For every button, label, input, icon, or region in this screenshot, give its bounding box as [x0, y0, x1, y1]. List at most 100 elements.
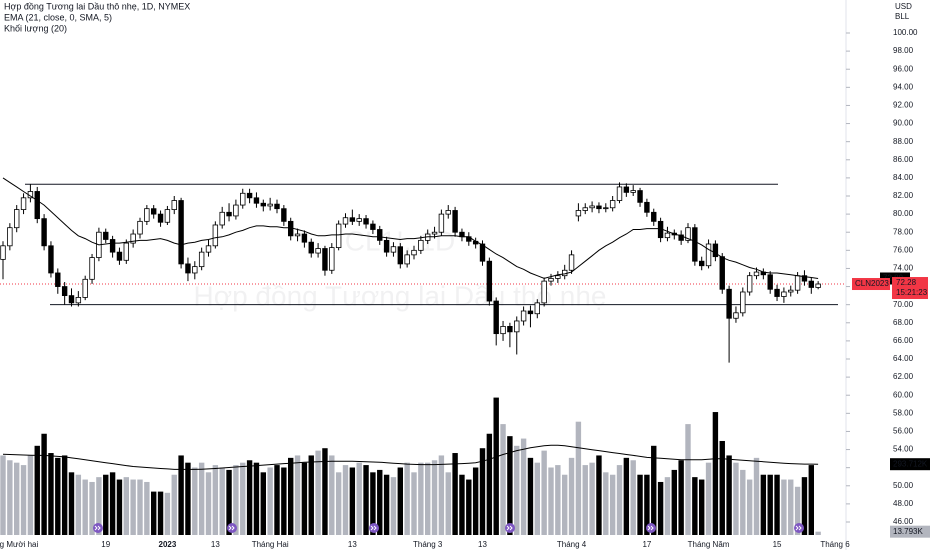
candle-body: [774, 288, 780, 297]
candle-body: [178, 200, 184, 265]
volume-bar: [322, 448, 328, 535]
candle-body: [808, 280, 814, 288]
unit: BLL: [895, 12, 910, 21]
candle-body: [609, 200, 616, 209]
y-tick-label: 74.00: [893, 264, 914, 273]
candle-body: [582, 207, 588, 211]
volume-bar: [0, 455, 6, 535]
volume-bar: [644, 474, 650, 535]
volume-bar: [363, 465, 369, 535]
candle-body: [438, 213, 445, 233]
x-end-label: Tháng 6: [820, 540, 850, 549]
volume-bar: [445, 472, 451, 535]
volume-bar: [575, 421, 582, 535]
y-tick-label: 58.00: [893, 408, 914, 417]
candle-body: [185, 263, 191, 274]
candle-body: [198, 251, 205, 268]
candle-body: [712, 243, 719, 258]
volume-last-label: 13.793K: [893, 527, 923, 536]
volume-bar: [589, 462, 595, 535]
candle-body: [322, 248, 328, 271]
y-tick-label: 46.00: [893, 517, 914, 526]
volume-bar: [801, 477, 808, 535]
candle-body: [767, 274, 773, 290]
candle-body: [363, 218, 369, 225]
volume-bar: [123, 477, 129, 535]
volume-bar: [288, 457, 294, 535]
volume-bar: [808, 465, 814, 535]
volume-bar: [664, 477, 671, 535]
y-tick-label: 100.00: [893, 28, 918, 37]
candle-body: [568, 254, 575, 271]
y-tick-label: 92.00: [893, 101, 914, 110]
price-label-bg: [892, 277, 928, 300]
volume-bar: [14, 462, 20, 535]
volume-bar: [630, 460, 636, 535]
volume-bar: [534, 462, 540, 535]
y-tick-label: 94.00: [893, 82, 914, 91]
y-tick-label: 62.00: [893, 372, 914, 381]
candle-body: [623, 186, 630, 193]
event-markers[interactable]: [93, 523, 804, 533]
candle-body: [534, 302, 540, 315]
candle-body: [274, 203, 280, 210]
volume-bar: [137, 479, 143, 535]
candle-body: [7, 227, 13, 247]
candle-body: [527, 310, 534, 315]
volume-bar: [500, 424, 506, 535]
candle-body: [157, 213, 164, 223]
candle-body: [48, 245, 54, 274]
candle-body: [788, 289, 794, 293]
volume-bar: [335, 472, 342, 535]
volume-bar: [61, 455, 68, 535]
event-icon[interactable]: [227, 523, 237, 533]
volume-bar: [96, 477, 102, 535]
x-tick-label: 17: [642, 540, 651, 549]
candle-body: [109, 239, 116, 253]
volume-bar: [192, 467, 198, 535]
candle-body: [390, 246, 397, 253]
candle-body: [308, 241, 314, 254]
x-tick-label: Tháng 3: [413, 540, 443, 549]
candle-body: [740, 291, 746, 314]
event-icon[interactable]: [794, 523, 804, 533]
y-tick-label: 56.00: [893, 427, 914, 436]
volume-bar: [582, 465, 588, 535]
volume-bar: [315, 450, 321, 535]
volume-bar: [233, 465, 239, 535]
volume-bar: [452, 453, 458, 535]
volume-bar: [157, 491, 164, 535]
candle-body: [616, 186, 623, 201]
candle-body: [431, 231, 438, 235]
volume-bar: [527, 457, 534, 535]
volume-bar: [390, 477, 397, 535]
volume-bar: [329, 455, 335, 535]
volume-bar: [151, 491, 157, 535]
candle-body: [75, 297, 82, 304]
volume-bar: [541, 450, 547, 535]
y-tick-label: 50.00: [893, 481, 914, 490]
volume-bar: [815, 531, 821, 535]
candle-body: [678, 234, 684, 241]
volume-bar: [651, 445, 657, 535]
candle-body: [705, 243, 712, 267]
volume-bar: [548, 467, 554, 535]
event-icon[interactable]: [505, 523, 515, 533]
volume-bar: [383, 474, 390, 535]
candle-body: [192, 266, 198, 274]
candle-body: [130, 233, 136, 244]
candle-body: [315, 248, 321, 254]
event-icon[interactable]: [369, 523, 379, 533]
y-tick-label: 48.00: [893, 499, 914, 508]
candle-body: [801, 275, 808, 282]
x-tick-label: Tháng Mười hai: [0, 540, 38, 549]
x-tick-label: Tháng Hai: [252, 540, 289, 549]
volume-bar: [144, 481, 150, 535]
volume-bar: [356, 462, 362, 535]
event-icon[interactable]: [93, 523, 103, 533]
volume-bar: [774, 474, 780, 535]
event-icon[interactable]: [646, 523, 656, 533]
candle-body: [226, 211, 232, 217]
candle-body: [596, 205, 602, 210]
candle-body: [301, 233, 308, 243]
